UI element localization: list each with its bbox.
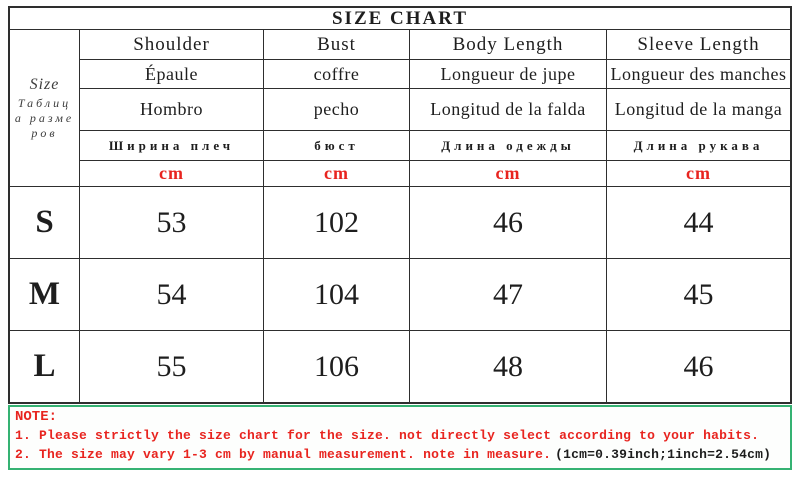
value-l-bust: 106 [264, 331, 410, 402]
value-m-body-length: 47 [410, 259, 607, 331]
value-m-bust: 104 [264, 259, 410, 331]
page-title: SIZE CHART [10, 8, 790, 30]
size-row-label-s: S [10, 187, 80, 259]
value-m-sleeve-length: 45 [607, 259, 790, 331]
note-line-1: 1. Please strictly the size chart for th… [15, 428, 760, 443]
side-label-cell: Size Таблица размеров [10, 30, 80, 187]
note-heading: NOTE: [15, 409, 58, 425]
header-bust-ru: бюст [264, 131, 410, 161]
value-s-bust: 102 [264, 187, 410, 259]
header-body-length-es: Longitud de la falda [410, 89, 607, 131]
unit-label-sleeve-length: cm [607, 161, 790, 187]
unit-label-shoulder: cm [80, 161, 264, 187]
value-s-sleeve-length: 44 [607, 187, 790, 259]
header-shoulder-es: Hombro [80, 89, 264, 131]
size-chart-table: SIZE CHART Size Таблица размеров Shoulde… [8, 6, 792, 404]
side-label-ru: Таблица размеров [14, 95, 75, 140]
note-box: NOTE: 1. Please strictly the size chart … [8, 405, 792, 470]
size-row-label-l: L [10, 331, 80, 402]
header-sleeve-length-fr: Longueur des manches [607, 60, 790, 89]
value-l-shoulder: 55 [80, 331, 264, 402]
header-sleeve-length-en: Sleeve Length [607, 30, 790, 60]
header-shoulder-fr: Épaule [80, 60, 264, 89]
value-l-sleeve-length: 46 [683, 349, 714, 383]
unit-label-bust: cm [264, 161, 410, 187]
value-s-shoulder: 53 [80, 187, 264, 259]
side-label-en: Size [29, 75, 60, 93]
header-sleeve-length-es: Longitud de la manga [607, 89, 790, 131]
value-l-body-length: 48 [410, 331, 607, 402]
value-s-body-length: 46 [410, 187, 607, 259]
header-body-length-en: Body Length [410, 30, 607, 60]
note-line-2-text: 2. The size may vary 1-3 cm by manual me… [15, 447, 552, 462]
header-bust-en: Bust [264, 30, 410, 60]
unit-label-body-length: cm [410, 161, 607, 187]
header-bust-fr: coffre [264, 60, 410, 89]
header-body-length-ru: Длина одежды [410, 131, 607, 161]
value-m-shoulder: 54 [80, 259, 264, 331]
header-bust-es: pecho [264, 89, 410, 131]
size-row-label-m: M [10, 259, 80, 331]
note-conversion-text: (1cm=0.39inch;1inch=2.54cm) [555, 447, 772, 462]
header-shoulder-ru: Ширина плеч [80, 131, 264, 161]
header-shoulder-en: Shoulder [80, 30, 264, 60]
header-body-length-fr: Longueur de jupe [410, 60, 607, 89]
header-sleeve-length-ru: Длина рукава [607, 131, 790, 161]
note-line-2: 2. The size may vary 1-3 cm by manual me… [15, 445, 785, 464]
